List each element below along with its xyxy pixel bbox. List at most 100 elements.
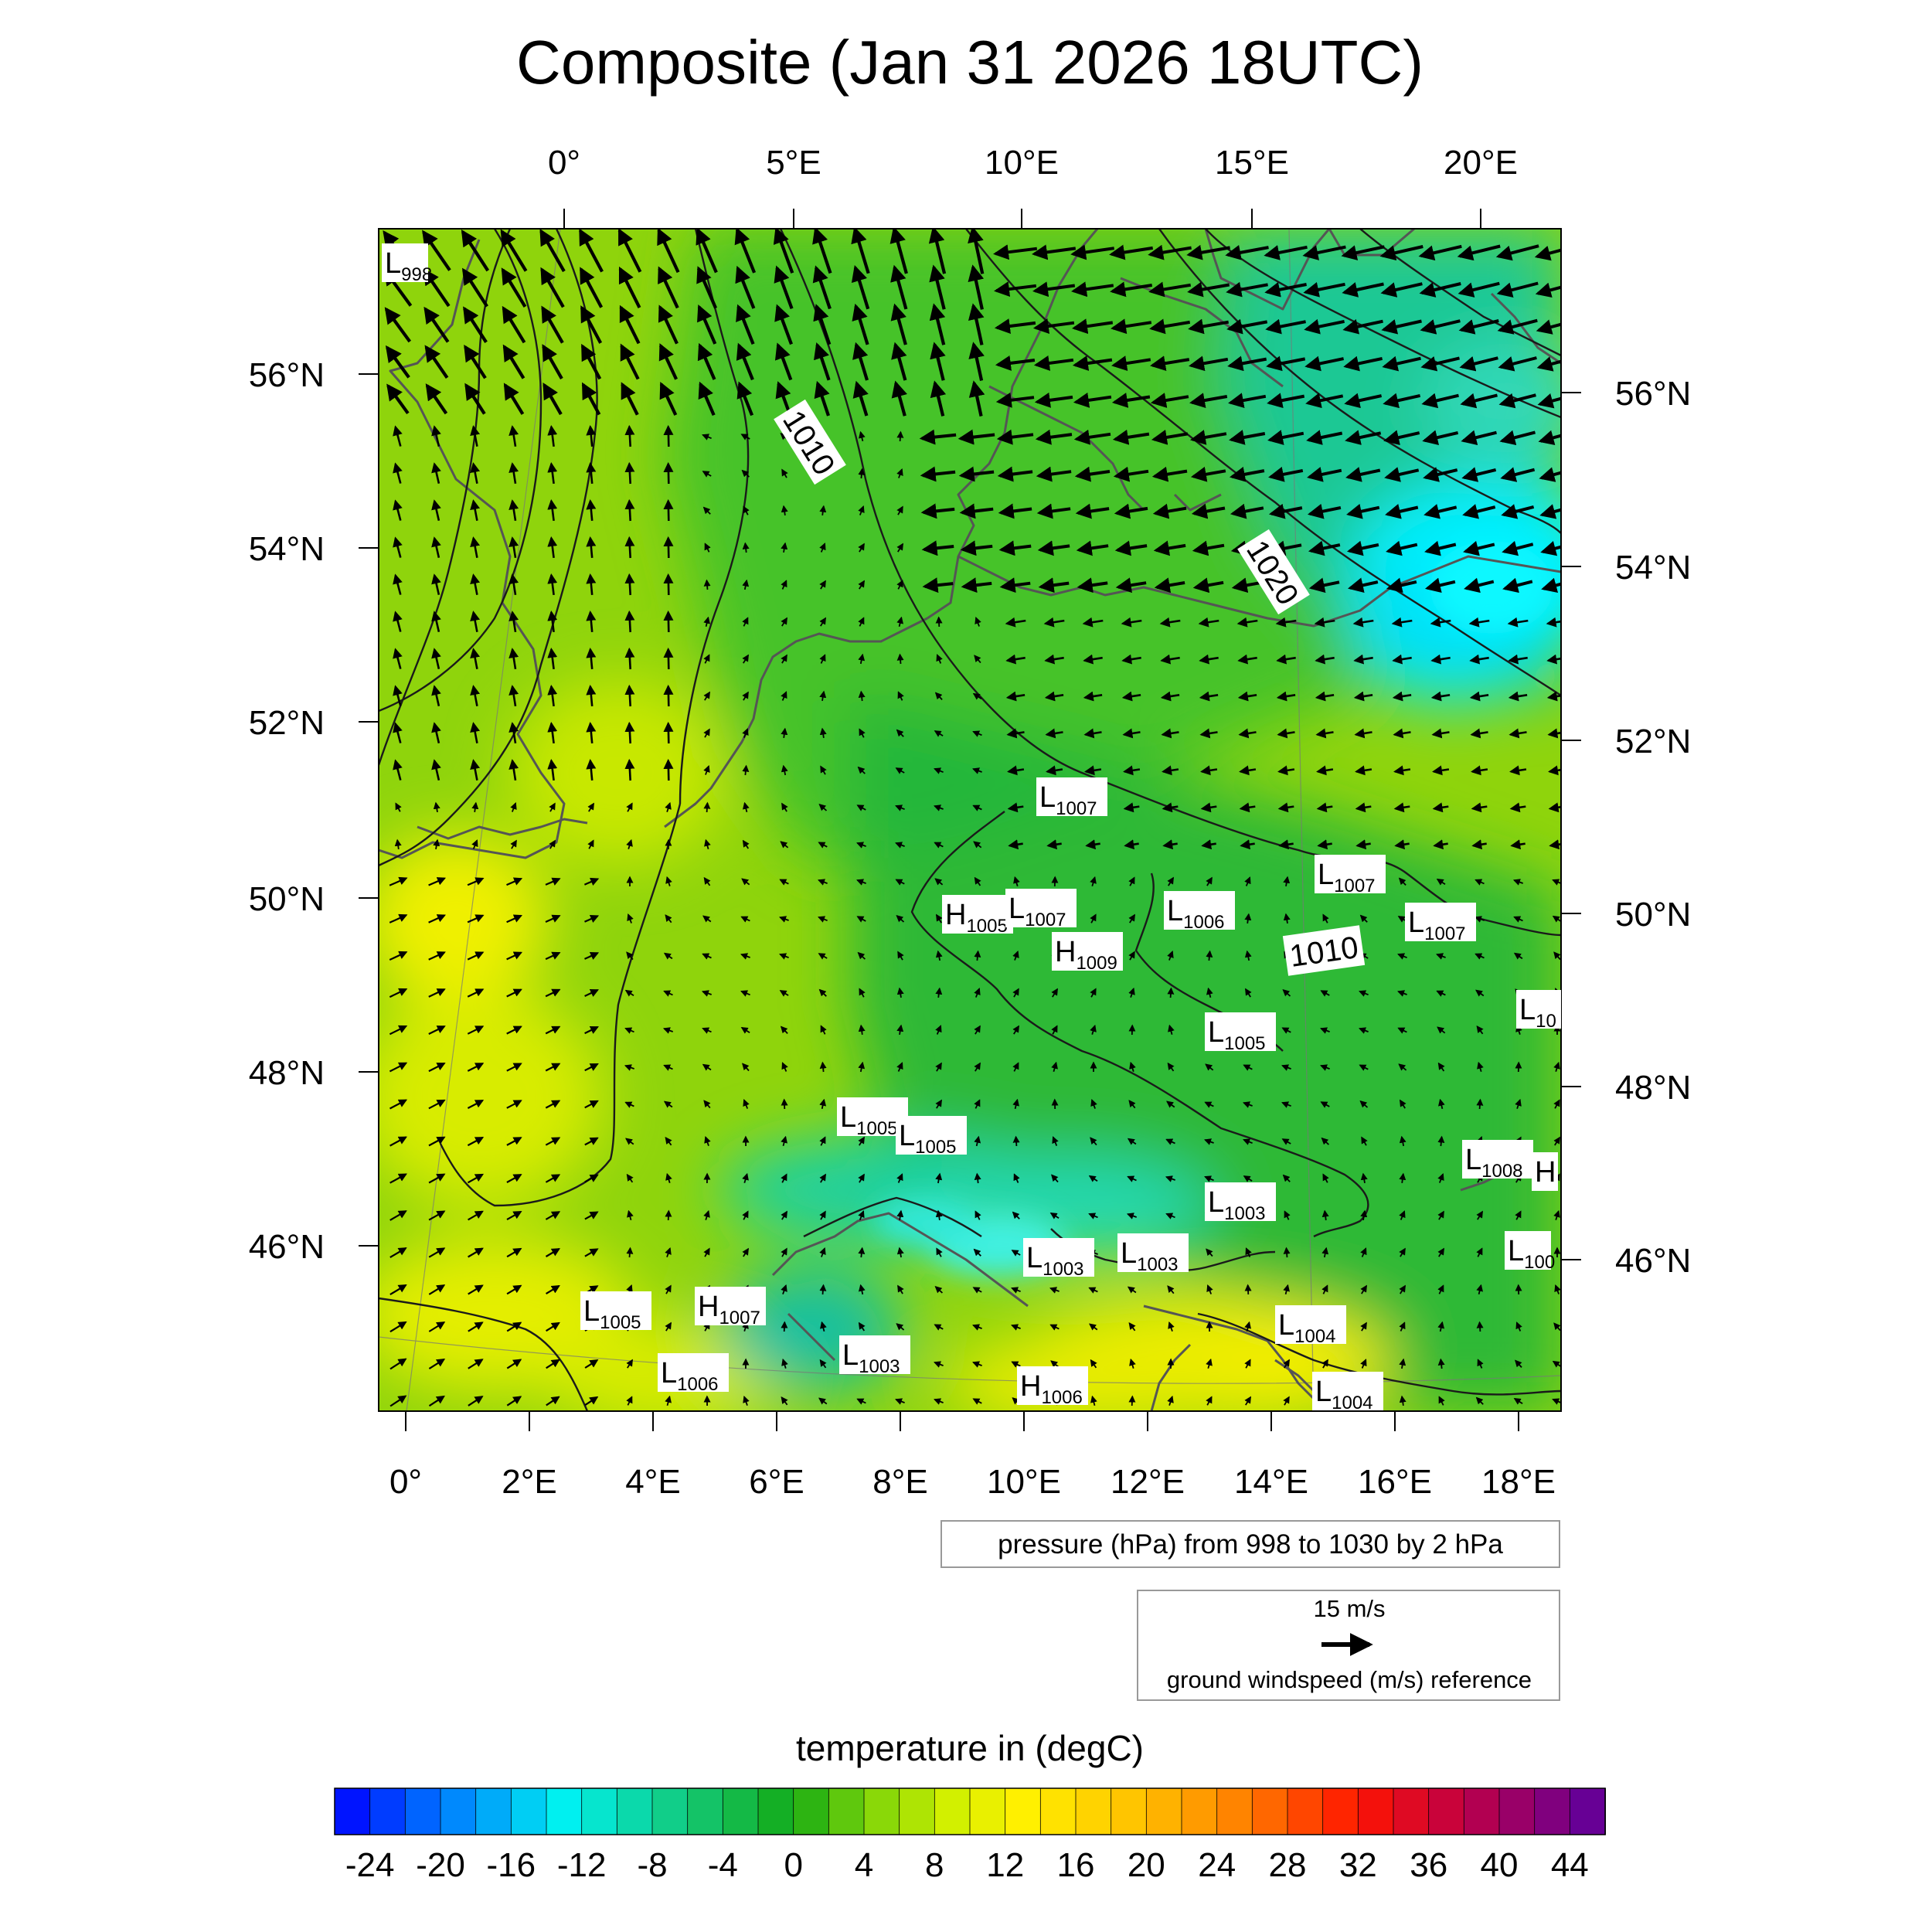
wind-vector	[619, 304, 641, 345]
colorbar-label: 8	[925, 1846, 944, 1884]
wind-vector	[1393, 802, 1410, 813]
wind-vector	[1383, 430, 1420, 445]
wind-vector	[428, 1210, 446, 1221]
wind-vector	[1206, 1284, 1213, 1294]
wind-vector	[384, 307, 411, 343]
wind-vector	[433, 801, 440, 813]
wind-vector	[506, 1247, 522, 1258]
top-longitude-labels: 0° 5°E 10°E 15°E 20°E	[548, 144, 1518, 182]
wind-vector	[1239, 765, 1257, 776]
pressure-center-text: L1008	[1465, 1144, 1523, 1182]
tick-label: 14°E	[1234, 1463, 1308, 1501]
wind-vector	[781, 727, 788, 739]
wind-vector	[1437, 1135, 1445, 1147]
wind-vector	[1546, 617, 1561, 628]
wind-vector	[663, 758, 674, 781]
wind-vector	[896, 915, 905, 923]
wind-vector	[819, 1284, 827, 1295]
wind-vector	[431, 425, 441, 447]
wind-vector	[1418, 244, 1462, 261]
wind-vector	[859, 988, 866, 998]
wind-vector	[1469, 691, 1489, 702]
wind-vector	[934, 1286, 944, 1294]
wind-vector	[1206, 1248, 1213, 1257]
wind-vector	[856, 842, 866, 849]
wind-vector	[1076, 540, 1109, 556]
wind-vector	[584, 1026, 599, 1035]
wind-vector	[897, 1284, 904, 1294]
wind-vector	[1283, 1359, 1290, 1369]
wind-vector	[1393, 765, 1411, 776]
wind-vector	[972, 1324, 982, 1331]
wind-vector	[1515, 1359, 1522, 1369]
wind-vector	[468, 1247, 484, 1258]
wind-vector	[621, 382, 639, 416]
wind-vector	[1470, 728, 1488, 739]
wind-vector	[704, 543, 711, 553]
wind-vector	[624, 758, 635, 781]
wind-vector	[696, 266, 718, 309]
wind-vector	[897, 691, 904, 701]
wind-vector	[470, 425, 481, 447]
wind-vector	[1437, 1062, 1445, 1072]
wind-vector	[428, 1247, 446, 1258]
pressure-center-label: L1003	[1117, 1233, 1189, 1275]
wind-vector	[741, 469, 750, 478]
wind-vector	[586, 722, 597, 744]
wind-vector	[858, 1173, 865, 1183]
wind-vector	[1552, 879, 1561, 886]
wind-vector	[703, 801, 711, 813]
wind-vector	[467, 1026, 485, 1035]
wind-vector	[934, 767, 944, 774]
wind-vector	[896, 1062, 903, 1072]
wind-vector	[1077, 577, 1108, 594]
wind-vector	[624, 573, 635, 596]
wind-vector	[1088, 1175, 1098, 1182]
wind-vector	[1283, 876, 1291, 887]
colorbar-swatch	[1322, 1787, 1359, 1835]
wind-vector	[858, 505, 865, 515]
wind-vector	[1071, 281, 1114, 298]
tick-label: 50°N	[1615, 896, 1691, 934]
wind-vector	[920, 503, 955, 519]
wind-vector	[1153, 540, 1186, 556]
wind-vector	[1073, 429, 1111, 445]
colorbar-swatch	[969, 1787, 1006, 1835]
wind-vector	[1355, 765, 1372, 776]
wind-vector	[1005, 654, 1026, 665]
wind-vector	[1341, 245, 1385, 260]
wind-vector	[975, 617, 981, 627]
wind-vector	[1397, 1027, 1407, 1034]
wind-vector	[742, 1210, 749, 1220]
chart-title: Composite (Jan 31 2026 18UTC)	[516, 28, 1423, 97]
wind-vector	[1360, 1247, 1367, 1257]
wind-vector	[547, 536, 558, 559]
tick-label: 20°E	[1444, 144, 1518, 182]
wind-vector	[467, 877, 485, 886]
wind-vector	[389, 876, 408, 886]
wind-vector	[735, 265, 756, 309]
wind-vector	[506, 877, 523, 886]
wind-vector	[1128, 876, 1135, 886]
wind-vector	[509, 499, 519, 522]
wind-vector	[506, 1210, 522, 1221]
colorbar-swatch	[1039, 1787, 1077, 1835]
wind-vector	[1464, 577, 1495, 594]
tick-label: 54°N	[1615, 549, 1691, 587]
wind-vector	[1206, 987, 1213, 998]
colorbar-swatch	[687, 1787, 724, 1835]
wind-vector	[1471, 839, 1487, 850]
colorbar-swatch	[1357, 1787, 1394, 1835]
wind-vector	[626, 1396, 633, 1406]
wind-vector	[1321, 1359, 1328, 1369]
wind-vector	[968, 303, 985, 345]
wind-vector	[428, 1284, 446, 1295]
wind-vector	[1437, 1284, 1444, 1294]
wind-vector	[1007, 802, 1024, 813]
wind-vector	[858, 653, 866, 665]
wind-vector	[935, 1062, 942, 1072]
wind-vector	[935, 1172, 943, 1184]
wind-vector	[1113, 466, 1149, 482]
wind-vector	[1499, 430, 1536, 446]
